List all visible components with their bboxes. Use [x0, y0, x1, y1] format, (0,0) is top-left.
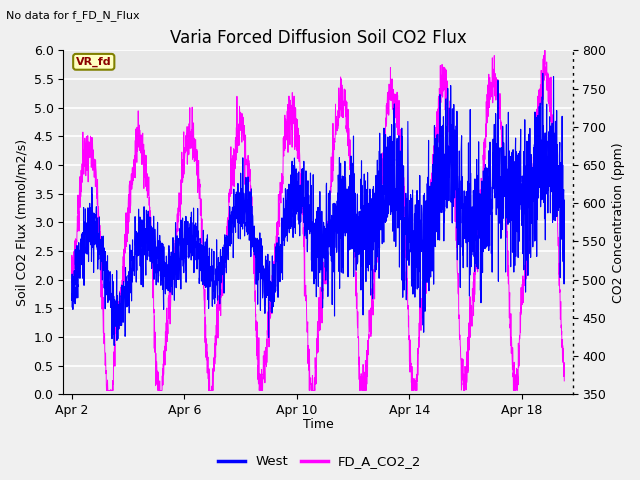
Y-axis label: CO2 Concentration (ppm): CO2 Concentration (ppm) [612, 142, 625, 302]
Text: No data for f_FD_N_Flux: No data for f_FD_N_Flux [6, 10, 140, 21]
Title: Varia Forced Diffusion Soil CO2 Flux: Varia Forced Diffusion Soil CO2 Flux [170, 29, 467, 48]
Legend: West, FD_A_CO2_2: West, FD_A_CO2_2 [213, 450, 427, 473]
Y-axis label: Soil CO2 Flux (mmol/m2/s): Soil CO2 Flux (mmol/m2/s) [15, 139, 28, 306]
X-axis label: Time: Time [303, 419, 333, 432]
Text: VR_fd: VR_fd [76, 57, 111, 67]
